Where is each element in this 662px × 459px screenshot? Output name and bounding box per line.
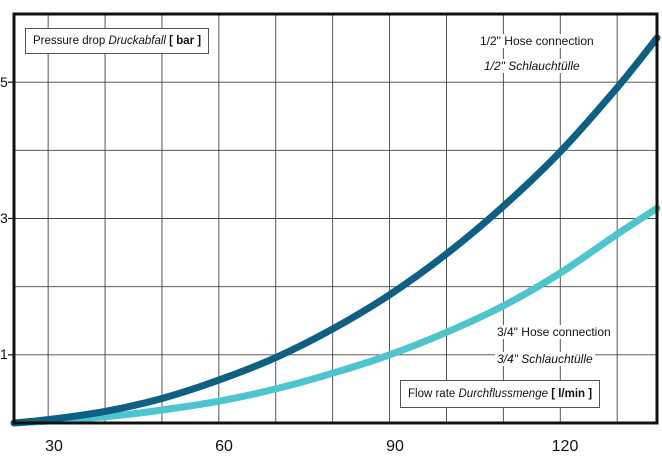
x-axis-label-german: Durchflussmenge xyxy=(458,388,548,400)
x-axis-label-box: Flow rate Durchflussmenge [ l/min ] xyxy=(400,380,601,408)
x-tick-label: 120 xyxy=(551,438,579,455)
legend-label-hose-three-quarter-german: 3/4" Schlauchtülle xyxy=(495,352,595,366)
y-axis-label-german: Druckabfall xyxy=(108,35,166,47)
x-axis-unit: [ l/min ] xyxy=(551,388,593,400)
series-line-hose-three-quarter xyxy=(10,204,661,427)
x-axis-label: Flow rate xyxy=(408,388,456,400)
y-tick-label: 5 xyxy=(0,74,8,90)
x-tick-label: 90 xyxy=(386,438,404,455)
grid-lines xyxy=(8,14,657,423)
legend-label-hose-half-german: 1/2" Schlauchtülle xyxy=(482,59,582,73)
x-tick-label: 60 xyxy=(215,438,233,455)
x-tick-label: 30 xyxy=(45,438,63,455)
y-tick-label: 3 xyxy=(0,210,8,226)
legend-label-hose-half: 1/2" Hose connection xyxy=(478,34,596,48)
y-axis-label-box: Pressure drop Druckabfall [ bar ] xyxy=(25,28,210,54)
legend-label-hose-three-quarter: 3/4" Hose connection xyxy=(495,325,613,339)
y-axis-unit: [ bar ] xyxy=(169,35,202,47)
series-line-hose-half xyxy=(10,34,661,427)
series-layer xyxy=(10,34,661,427)
plot-frame xyxy=(12,12,659,425)
y-axis-label: Pressure drop xyxy=(33,35,106,47)
y-tick-label: 1 xyxy=(0,346,8,362)
